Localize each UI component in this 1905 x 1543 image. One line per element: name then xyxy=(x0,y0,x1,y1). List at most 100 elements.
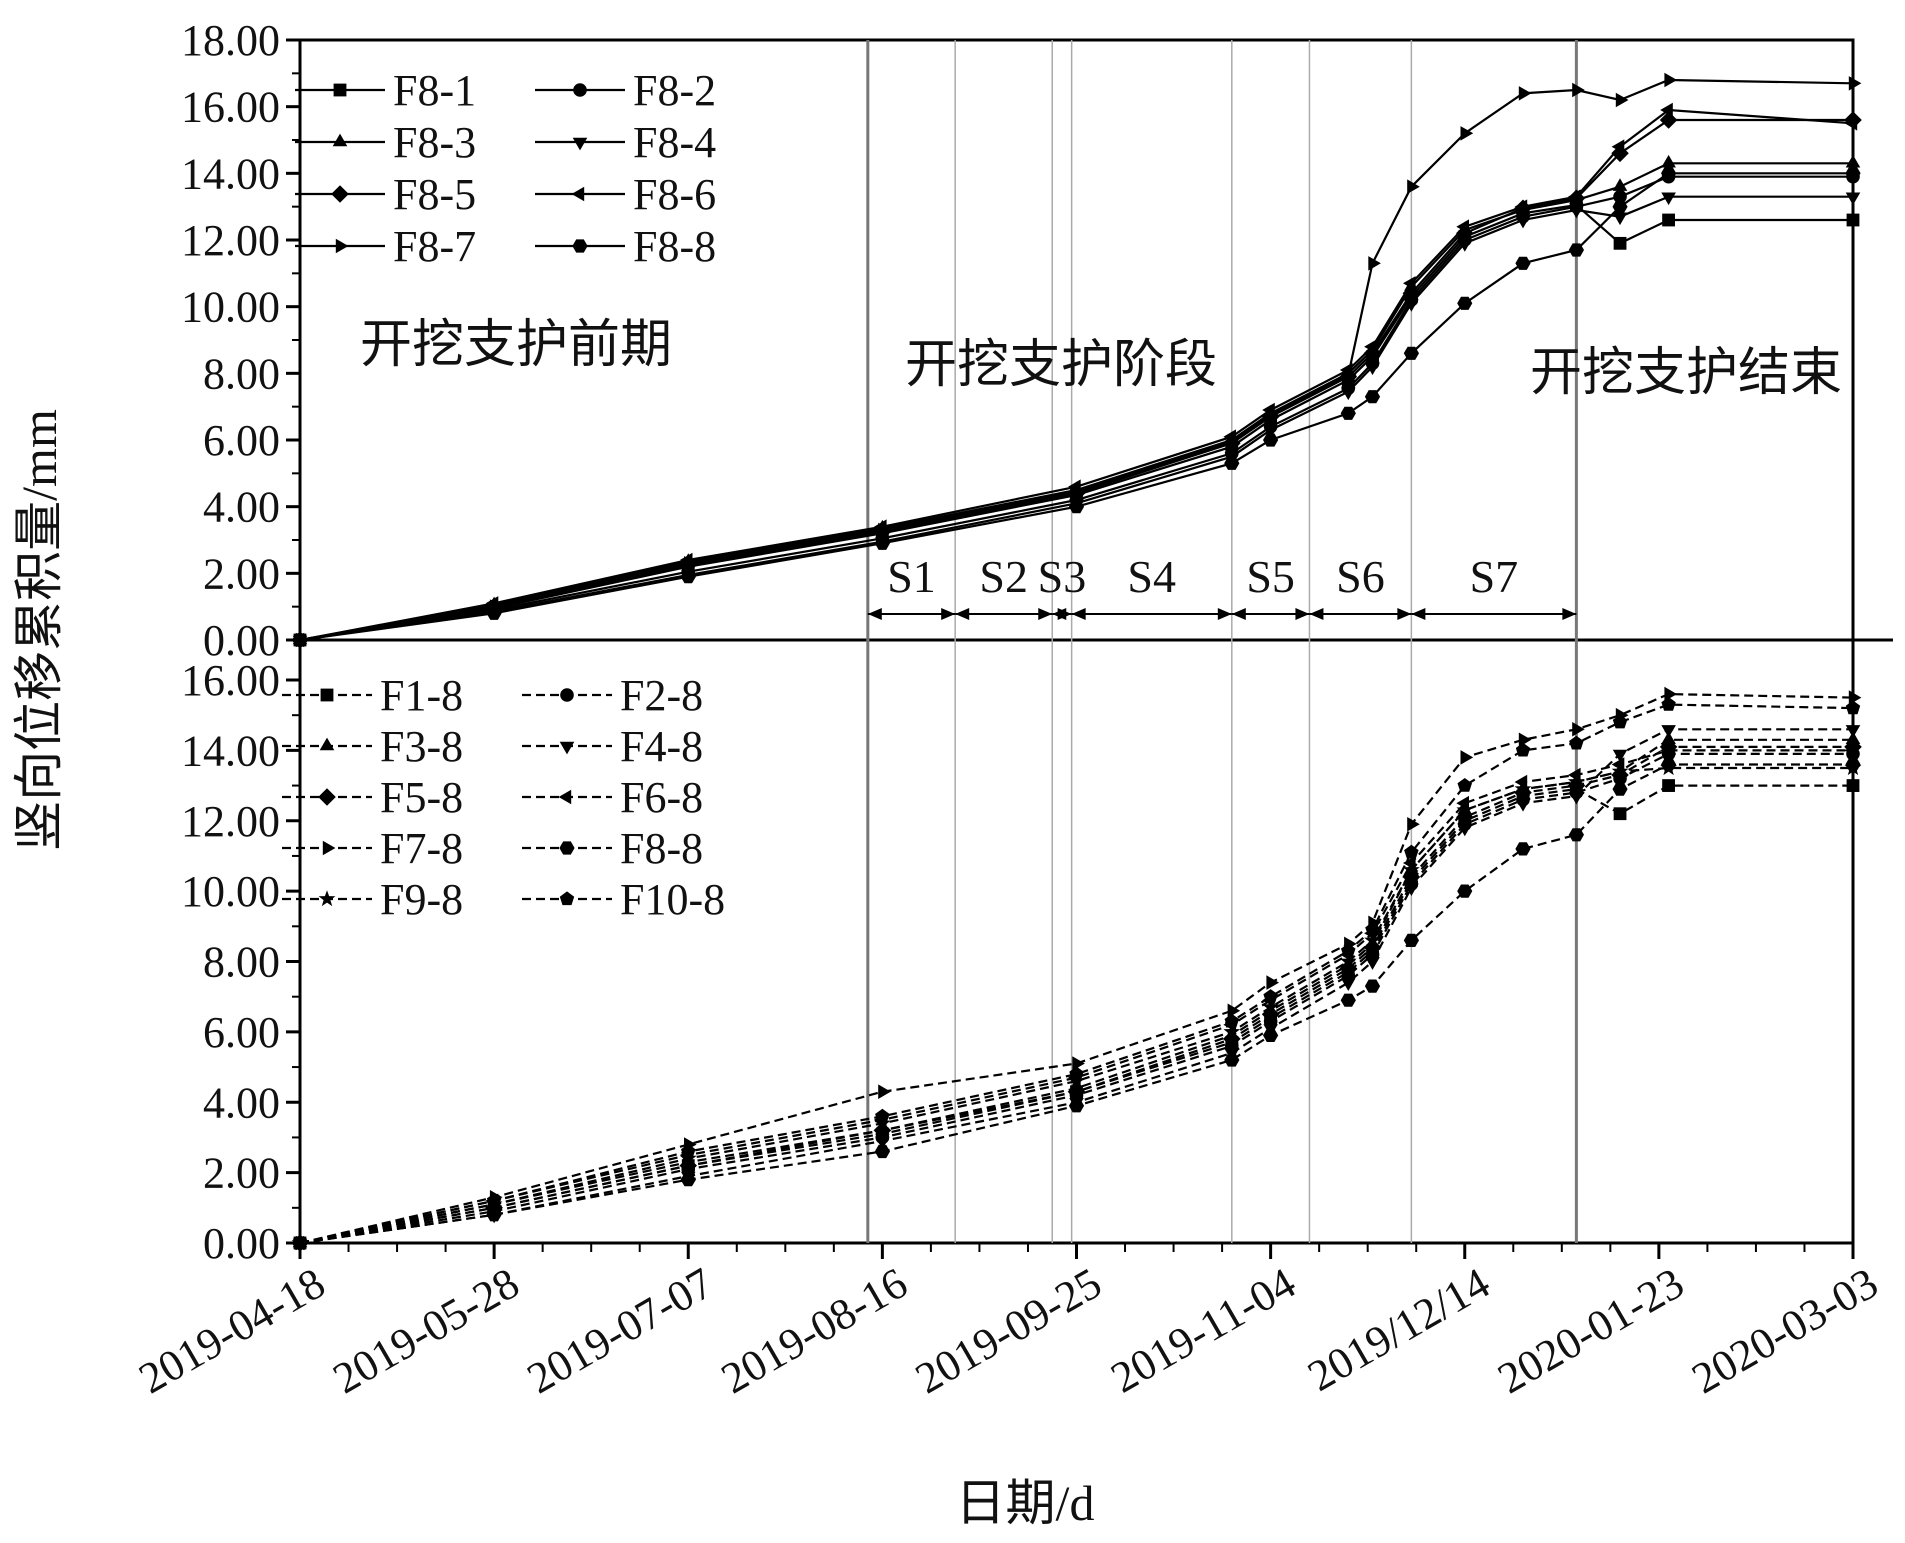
series-line xyxy=(299,738,1853,1245)
data-point xyxy=(1515,215,1531,229)
data-point xyxy=(1846,779,1860,792)
legend-label: F5-8 xyxy=(380,773,463,822)
data-point xyxy=(1568,773,1585,790)
stage-label: S4 xyxy=(1127,551,1176,602)
data-point xyxy=(1069,1066,1084,1081)
legend-label: F2-8 xyxy=(620,671,703,720)
legend-label: F8-2 xyxy=(633,66,716,115)
x-tick-label: 2019-09-25 xyxy=(907,1258,1109,1403)
series-bottom-f8-8 xyxy=(292,757,1861,1250)
data-point xyxy=(1661,731,1676,744)
stage-arrowhead xyxy=(1562,608,1577,620)
data-point xyxy=(1460,126,1474,141)
stage-arrowhead xyxy=(867,608,882,620)
series-line xyxy=(299,763,1853,1245)
stage-arrowhead xyxy=(1071,608,1086,620)
data-point xyxy=(1518,86,1532,101)
x-tick-label: 2019-07-07 xyxy=(519,1258,721,1403)
data-point xyxy=(292,633,308,647)
data-point xyxy=(1263,425,1278,439)
legend-label: F3-8 xyxy=(380,722,463,771)
series-line xyxy=(299,172,1853,642)
data-point xyxy=(1403,861,1420,878)
data-point xyxy=(1660,759,1677,776)
data-point xyxy=(1611,762,1629,779)
data-point xyxy=(1569,791,1584,805)
y-tick-label: 10.00 xyxy=(181,867,280,916)
x-tick-label: 2019-05-28 xyxy=(325,1258,527,1403)
series-bottom-f2-8 xyxy=(293,747,1860,1250)
data-point xyxy=(1404,299,1419,312)
legend-label: F6-8 xyxy=(620,773,703,822)
data-point xyxy=(1341,387,1356,401)
data-point xyxy=(1339,959,1358,978)
data-point xyxy=(1365,922,1380,936)
series-line xyxy=(299,749,1853,1245)
data-point xyxy=(1460,750,1474,765)
data-point xyxy=(1612,714,1628,729)
series-line xyxy=(299,108,1854,642)
data-point xyxy=(1661,154,1676,168)
series-top-f8-7 xyxy=(295,72,1862,648)
series-bottom-f10-8 xyxy=(292,697,1861,1250)
data-point xyxy=(1364,979,1381,993)
stage-arrowhead xyxy=(1411,608,1426,620)
series-bottom-f7-8 xyxy=(295,686,1862,1251)
data-point xyxy=(1456,808,1474,826)
y-tick-label: 0.00 xyxy=(203,1219,280,1268)
data-point xyxy=(1662,213,1675,227)
series-line xyxy=(299,784,1853,1245)
data-point xyxy=(1404,844,1419,859)
y-tick-label: 18.00 xyxy=(181,16,280,65)
y-tick-label: 6.00 xyxy=(203,1008,280,1057)
x-tick-label: 2019-08-16 xyxy=(713,1258,915,1403)
stage-label: S7 xyxy=(1470,551,1519,602)
data-point xyxy=(1340,406,1356,420)
data-point xyxy=(1341,943,1356,958)
data-point xyxy=(1615,92,1629,108)
legend-label: F7-8 xyxy=(380,824,463,873)
data-point xyxy=(1845,166,1861,180)
data-point xyxy=(1572,82,1585,98)
data-point xyxy=(1072,1056,1085,1071)
data-point xyxy=(1404,883,1419,896)
stage-arrowhead xyxy=(941,608,956,620)
legend-marker xyxy=(322,840,336,856)
stage-arrowhead xyxy=(1397,608,1412,620)
data-point xyxy=(1515,842,1531,856)
data-point xyxy=(1572,722,1585,737)
data-point xyxy=(1262,998,1279,1015)
data-point xyxy=(1068,1072,1085,1089)
y-tick-label: 16.00 xyxy=(181,83,280,132)
y-tick-label: 6.00 xyxy=(203,416,280,465)
data-point xyxy=(1612,200,1628,214)
data-point xyxy=(1568,189,1581,204)
series-line xyxy=(299,766,1853,1245)
data-point xyxy=(486,606,502,620)
data-point xyxy=(684,556,697,571)
stage-arrowhead xyxy=(1231,608,1246,620)
data-point xyxy=(1227,434,1241,449)
data-point xyxy=(1661,192,1676,206)
data-point xyxy=(1457,778,1472,792)
x-tick-label: 2020-03-03 xyxy=(1684,1258,1886,1403)
legend-marker xyxy=(335,238,349,254)
series-line xyxy=(299,203,1853,642)
series-line xyxy=(299,703,1854,1245)
data-point xyxy=(1456,219,1469,234)
x-tick-label: 2020-01-23 xyxy=(1490,1258,1692,1403)
data-point xyxy=(486,1208,502,1222)
legend-marker xyxy=(572,239,588,253)
stage-arrowhead xyxy=(1295,608,1310,620)
phase-label: 开挖支护结束 xyxy=(1530,345,1842,402)
stage-label: S3 xyxy=(1038,551,1087,602)
data-point xyxy=(875,1136,890,1150)
legend-label: F8-8 xyxy=(633,222,716,271)
data-point xyxy=(1365,957,1380,970)
data-point xyxy=(1612,782,1628,796)
data-point xyxy=(1364,390,1381,404)
legend-label: F8-5 xyxy=(393,170,476,219)
data-point xyxy=(681,1143,696,1158)
series-line xyxy=(299,745,1853,1245)
